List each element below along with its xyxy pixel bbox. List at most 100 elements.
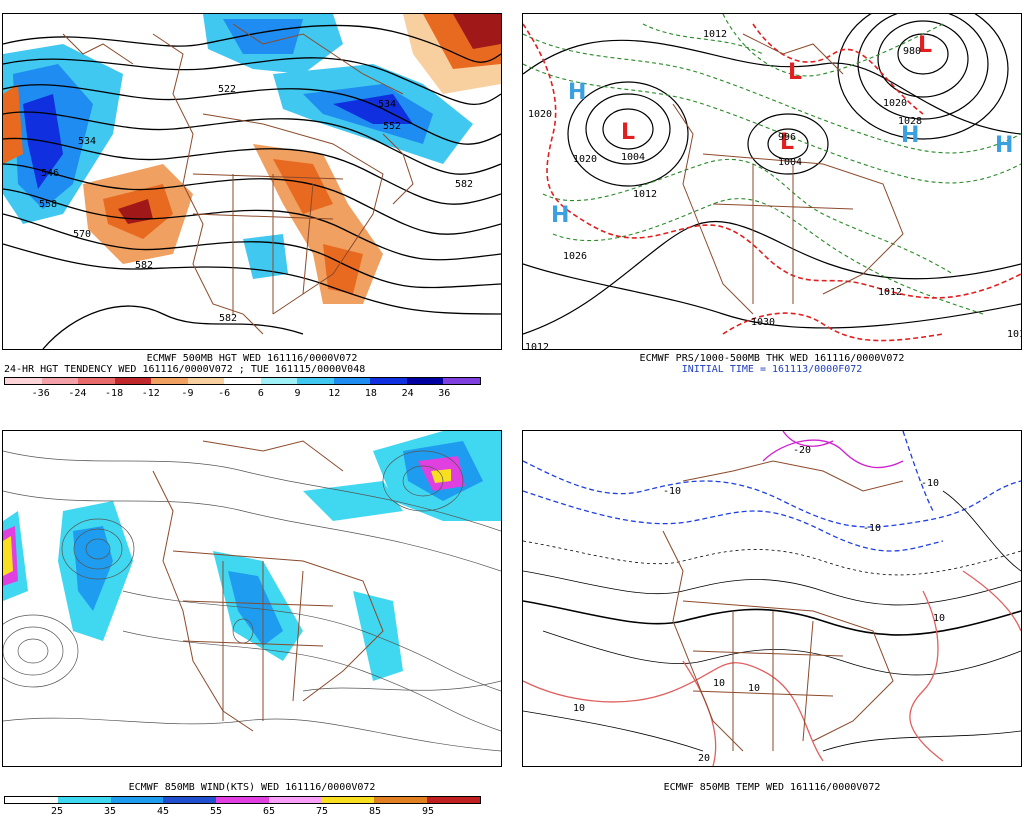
colorbar-swatch	[374, 797, 428, 803]
colorbar-swatch	[260, 378, 298, 384]
thickness-warm	[523, 23, 1021, 342]
colorbar-swatch	[216, 797, 269, 803]
contour-labels: 522 534 546 558 570 582 534 552 582 582	[39, 84, 473, 324]
colorbar-swatch	[333, 378, 371, 384]
colorbar-label: 35	[103, 806, 117, 817]
contour-label: 582	[135, 260, 153, 271]
colorbar-label: 9	[294, 388, 301, 399]
isotherm-label: -10	[921, 478, 939, 489]
colorbar-label: 55	[209, 806, 223, 817]
thickness-cold	[523, 14, 1021, 315]
colorbar-swatch	[5, 378, 42, 384]
colorbar-label: -12	[141, 388, 160, 399]
colorbar-label: -36	[31, 388, 50, 399]
height-tendency-colorbar	[4, 377, 481, 385]
colorbar-label: 45	[156, 806, 170, 817]
colorbar-swatch	[427, 797, 481, 803]
colorbar-swatch	[41, 378, 79, 384]
colorbar-swatch	[443, 378, 480, 384]
colorbar-label: 65	[262, 806, 276, 817]
isotherm-label: -10	[663, 486, 681, 497]
isobar-label: 1020	[883, 98, 907, 109]
isotherm-label: 10	[573, 703, 585, 714]
colorbar-swatch	[110, 797, 164, 803]
map-850mb-wind	[2, 430, 502, 767]
coastlines	[152, 440, 384, 732]
height-tendency-shading	[3, 14, 501, 304]
isobar-label: 1012	[703, 29, 727, 40]
wind-speed-colorbar-labels: 25 35 45 55 65 75 85 95	[4, 806, 481, 818]
colorbar-label: 6	[257, 388, 264, 399]
coastlines	[672, 33, 904, 315]
colorbar-swatch	[187, 378, 225, 384]
panel-850mb-temp: -10 -10 -10 -20 10 10 10 10 20 ECMWF 850…	[520, 415, 1024, 819]
low-center: L	[621, 120, 635, 145]
colorbar-label: 85	[368, 806, 382, 817]
height-contours	[3, 24, 501, 349]
isotherm-label: 10	[713, 678, 725, 689]
contour-label: 534	[378, 99, 396, 110]
panel-title: ECMWF 850MB WIND(KTS) WED 161116/0000V07…	[128, 782, 376, 793]
center-value: 1030	[751, 317, 775, 328]
panel-pressure-thickness: L 1004 L 996 L 980 L 1004 H 1020 H 1028 …	[520, 0, 1024, 405]
contour-label: 534	[78, 136, 96, 147]
center-value: 980	[903, 46, 921, 57]
low-center: L	[918, 33, 932, 58]
colorbar-swatch	[163, 797, 217, 803]
high-center: H	[901, 123, 919, 148]
isotherm-labels: -10 -10 -10 -20 10 10 10 10 20	[573, 445, 945, 764]
initial-time: INITIAL TIME = 161113/0000F072	[681, 364, 863, 375]
center-value: 1004	[778, 157, 802, 168]
isobar-label: 1012	[878, 287, 902, 298]
contour-label: 552	[383, 121, 401, 132]
colorbar-label: 36	[438, 388, 451, 399]
map-500mb-height: 522 534 546 558 570 582 534 552 582 582	[2, 13, 502, 350]
colorbar-label: 24	[401, 388, 414, 399]
colorbar-label: -9	[181, 388, 194, 399]
contour-label: 570	[73, 229, 91, 240]
isotherm-label: 20	[698, 753, 710, 764]
contour-label: 522	[218, 84, 236, 95]
colorbar-label: 12	[328, 388, 341, 399]
panel-850mb-wind: ECMWF 850MB WIND(KTS) WED 161116/0000V07…	[0, 415, 504, 819]
center-value: 1028	[898, 116, 922, 127]
coastlines	[62, 23, 414, 335]
map-pressure-thickness: L 1004 L 996 L 980 L 1004 H 1020 H 1028 …	[522, 13, 1022, 350]
low-center: L	[788, 60, 802, 85]
coastlines	[662, 460, 904, 752]
wind-speed-shading	[3, 431, 501, 681]
panel-title: ECMWF 850MB TEMP WED 161116/0000V072	[663, 782, 881, 793]
colorbar-swatch	[268, 797, 322, 803]
high-center: H	[551, 203, 569, 228]
height-tendency-colorbar-labels: -36 -24 -18 -12 -9 -6 6 9 12 18 24 36	[4, 388, 481, 400]
colorbar-swatch	[151, 378, 188, 384]
high-center: H	[995, 133, 1013, 158]
colorbar-swatch	[370, 378, 407, 384]
center-value: 1020	[528, 109, 552, 120]
isobar-label: 1012	[525, 342, 549, 349]
colorbar-swatch	[114, 378, 152, 384]
contour-label: 582	[219, 313, 237, 324]
isobar-label: 1020	[573, 154, 597, 165]
contour-label: 558	[39, 199, 57, 210]
colorbar-label: 75	[315, 806, 329, 817]
colorbar-swatch	[224, 378, 261, 384]
colorbar-swatch	[321, 797, 375, 803]
center-value: 996	[778, 132, 796, 143]
colorbar-label: 25	[50, 806, 64, 817]
colorbar-swatch	[406, 378, 444, 384]
wind-speed-colorbar	[4, 796, 481, 804]
isotherm-label: 10	[748, 683, 760, 694]
colorbar-swatch	[5, 797, 58, 803]
colorbar-label: 18	[364, 388, 377, 399]
high-center: H	[568, 80, 586, 105]
panel-500mb-height: 522 534 546 558 570 582 534 552 582 582 …	[0, 0, 504, 405]
panel-title: ECMWF PRS/1000-500MB THK WED 161116/0000…	[639, 353, 905, 364]
pressure-centers: L 1004 L 996 L 980 L 1004 H 1020 H 1028 …	[528, 33, 1013, 328]
low-center: L	[780, 130, 794, 155]
panel-title: ECMWF 500MB HGT WED 161116/0000V072	[146, 353, 358, 364]
contour-label: 582	[455, 179, 473, 190]
center-value: 1004	[621, 152, 645, 163]
